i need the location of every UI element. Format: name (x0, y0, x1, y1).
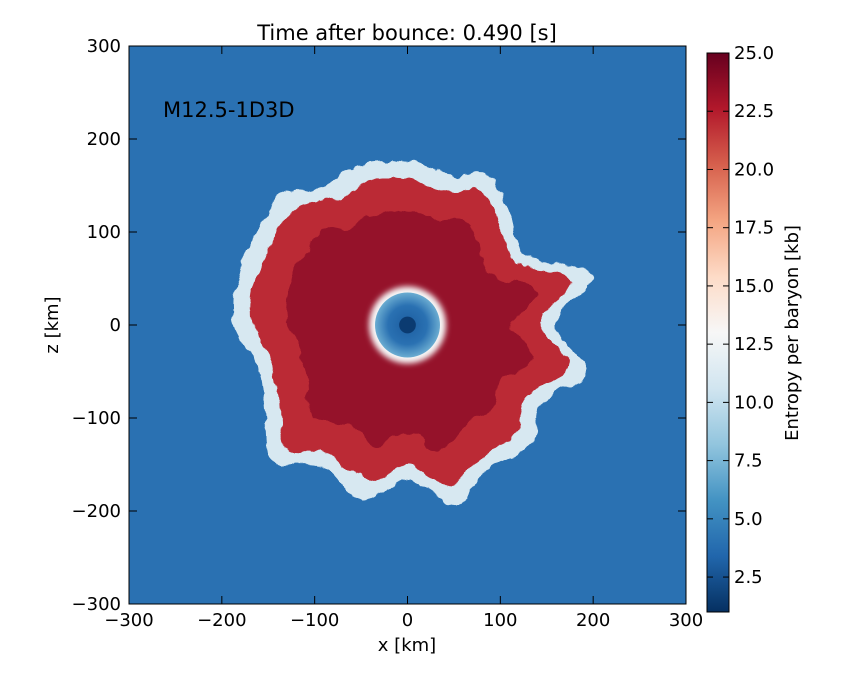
x-tick-label: 300 (669, 610, 703, 631)
x-tick-label: 100 (483, 610, 517, 631)
chart-title: Time after bounce: 0.490 [s] (256, 21, 557, 45)
colorbar (706, 52, 730, 613)
y-tick-label: 200 (87, 129, 121, 150)
colorbar-tick-label: 20.0 (734, 159, 774, 180)
entropy-field (233, 161, 592, 503)
colorbar-tick-label: 10.0 (734, 392, 774, 413)
y-tick-label: 0 (110, 315, 121, 336)
plot-area (129, 46, 686, 604)
core-spot (399, 316, 416, 334)
y-tick-label: −100 (72, 408, 121, 429)
colorbar-tick-label: 17.5 (734, 218, 774, 239)
y-tick-label: −300 (72, 594, 121, 615)
y-tick-label: 100 (87, 222, 121, 243)
y-axis-ticks: −300 −200 −100 0 100 200 300 (72, 36, 686, 615)
colorbar-tick-label: 5.0 (734, 509, 763, 530)
colorbar-tick-label: 25.0 (734, 43, 774, 64)
colorbar-ticks: 2.5 5.0 7.5 10.0 12.5 15.0 17.5 20.0 22.5 25.0 (707, 43, 774, 588)
y-tick-label: 300 (87, 36, 121, 57)
x-tick-label: 0 (402, 610, 413, 631)
colorbar-tick-label: 12.5 (734, 334, 774, 355)
x-tick-label: 200 (576, 610, 610, 631)
x-tick-label: −200 (197, 610, 246, 631)
x-axis-ticks: −300 −200 −100 0 100 200 300 (104, 46, 703, 631)
colorbar-label: Entropy per baryon [kb] (782, 225, 803, 441)
colorbar-tick-label: 15.0 (734, 276, 774, 297)
x-axis-label: x [km] (378, 635, 436, 656)
y-tick-label: −200 (72, 501, 121, 522)
colorbar-tick-label: 22.5 (734, 101, 774, 122)
x-tick-label: −300 (104, 610, 153, 631)
model-annotation: M12.5-1D3D (163, 98, 295, 122)
colorbar-tick-label: 2.5 (734, 567, 763, 588)
y-axis-label: z [km] (42, 296, 63, 353)
x-tick-label: −100 (290, 610, 339, 631)
colorbar-tick-label: 7.5 (734, 451, 763, 472)
